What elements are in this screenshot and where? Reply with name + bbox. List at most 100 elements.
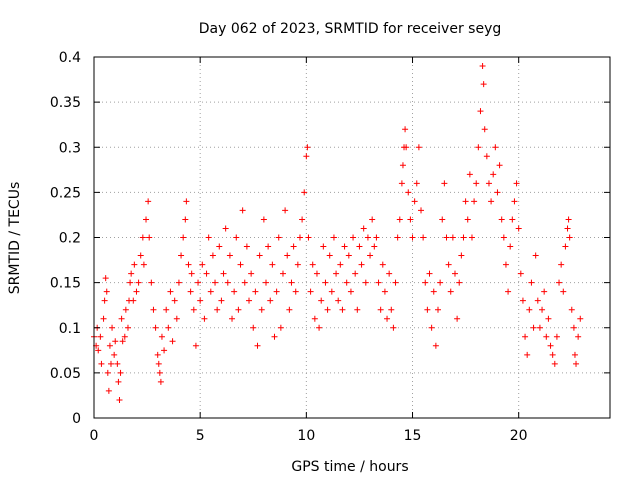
y-tick-label: 0 — [72, 411, 81, 427]
data-point — [534, 297, 541, 304]
data-point — [502, 261, 509, 268]
data-point — [187, 288, 194, 295]
x-axis-label: GPS time / hours — [291, 459, 408, 475]
data-point — [466, 171, 473, 178]
data-point — [541, 288, 548, 295]
data-point — [367, 252, 374, 259]
data-point — [458, 252, 465, 259]
data-point — [180, 234, 187, 241]
data-point — [237, 261, 244, 268]
data-point — [577, 315, 584, 322]
data-point — [224, 279, 231, 286]
data-point — [337, 261, 344, 268]
data-point — [121, 333, 128, 340]
data-point — [335, 297, 342, 304]
x-tick-label: 0 — [90, 428, 99, 444]
x-tick-label: 20 — [510, 428, 528, 444]
data-point — [565, 216, 572, 223]
data-point — [524, 351, 531, 358]
data-point — [324, 306, 331, 313]
data-point — [381, 288, 388, 295]
data-point — [146, 234, 153, 241]
data-point — [277, 324, 284, 331]
data-point — [479, 63, 486, 70]
data-point — [333, 270, 340, 277]
data-point — [532, 252, 539, 259]
data-point — [214, 306, 221, 313]
data-point — [103, 288, 110, 295]
data-point — [288, 279, 295, 286]
data-point — [447, 288, 454, 295]
x-tick-label: 10 — [297, 428, 315, 444]
data-point — [443, 234, 450, 241]
data-point — [157, 378, 164, 385]
data-point — [435, 306, 441, 313]
data-point — [456, 279, 463, 286]
data-point — [229, 315, 236, 322]
data-point — [468, 234, 475, 241]
data-point — [140, 261, 147, 268]
data-point — [190, 306, 197, 313]
data-point — [233, 234, 240, 241]
data-point — [477, 108, 484, 115]
data-point — [101, 297, 108, 304]
data-point — [547, 342, 554, 349]
data-point — [575, 333, 582, 340]
data-point — [549, 351, 556, 358]
data-point — [122, 306, 129, 313]
data-point — [422, 279, 429, 286]
data-point — [441, 180, 448, 187]
data-point — [392, 279, 399, 286]
data-point — [485, 180, 492, 187]
data-point — [543, 333, 550, 340]
y-tick-label: 0.05 — [50, 366, 81, 382]
data-point — [178, 252, 185, 259]
data-point — [271, 333, 278, 340]
data-point — [354, 306, 361, 313]
data-point — [269, 261, 276, 268]
data-point — [148, 279, 155, 286]
data-point — [139, 234, 146, 241]
data-point — [311, 315, 318, 322]
data-point — [377, 306, 384, 313]
data-point — [105, 387, 112, 394]
data-point — [362, 279, 369, 286]
data-point — [551, 360, 558, 367]
data-point — [158, 333, 165, 340]
data-point — [171, 297, 178, 304]
data-point — [137, 252, 144, 259]
data-point — [254, 342, 261, 349]
data-point — [449, 234, 456, 241]
data-point — [462, 198, 469, 205]
data-point — [299, 216, 306, 223]
data-point — [243, 243, 250, 250]
data-point — [358, 261, 365, 268]
data-point — [386, 270, 393, 277]
data-point — [424, 306, 431, 313]
data-point — [528, 279, 535, 286]
data-point — [241, 279, 248, 286]
data-point — [256, 252, 263, 259]
data-point — [350, 234, 357, 241]
data-point — [155, 360, 162, 367]
data-point — [292, 288, 299, 295]
data-point — [573, 360, 580, 367]
data-point — [475, 144, 482, 151]
data-point — [347, 288, 354, 295]
data-point — [290, 243, 297, 250]
data-point — [511, 198, 518, 205]
data-point — [95, 347, 102, 354]
data-point — [273, 288, 280, 295]
y-axis-label: SRMTID / TECUs — [7, 182, 23, 295]
data-point — [539, 306, 546, 313]
data-point — [128, 270, 135, 277]
data-point — [235, 306, 242, 313]
data-point — [294, 261, 301, 268]
data-point — [185, 261, 192, 268]
data-point — [556, 279, 563, 286]
data-point — [507, 243, 514, 250]
data-point — [156, 369, 163, 376]
data-point — [195, 279, 202, 286]
data-point — [167, 288, 174, 295]
data-point — [106, 342, 113, 349]
